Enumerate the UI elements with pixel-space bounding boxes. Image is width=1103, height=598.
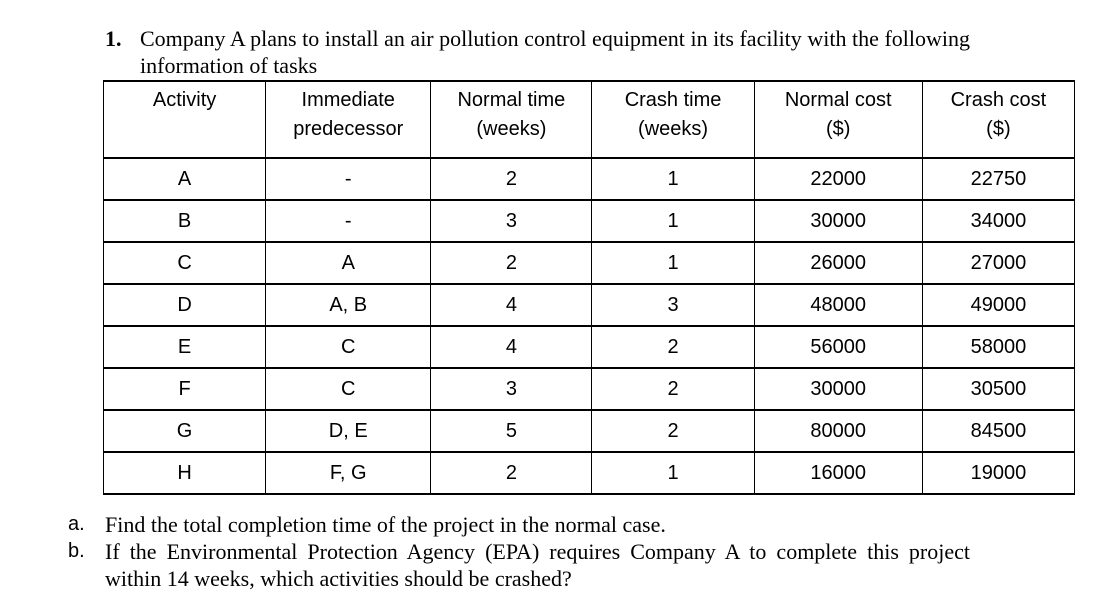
cell-predecessor: A, B (265, 283, 432, 327)
cell-crash-cost: 58000 (921, 325, 1076, 369)
question-list: a. Find the total completion time of the… (68, 511, 970, 592)
header-line: ($) (825, 118, 851, 140)
cell-normal-cost: 16000 (753, 451, 923, 495)
cell-normal-cost: 48000 (753, 283, 923, 327)
cell-activity: F (102, 367, 267, 411)
task-table-container: Activity Immediate predecessor Normal ti… (102, 80, 1076, 495)
cell-normal-time: 5 (430, 409, 593, 453)
cell-activity: D (102, 283, 267, 327)
cell-predecessor: C (265, 325, 432, 369)
header-line: Normal cost (784, 89, 892, 111)
column-header-crash-time: Crash time (weeks) (591, 80, 755, 159)
cell-crash-cost: 19000 (921, 451, 1076, 495)
cell-crash-cost: 84500 (921, 409, 1076, 453)
cell-normal-time: 2 (430, 157, 593, 201)
header-line: (weeks) (638, 118, 709, 140)
column-header-immediate-predecessor: Immediate predecessor (265, 80, 432, 159)
table-row: B - 3 1 30000 34000 (102, 199, 1076, 243)
cell-crash-time: 1 (591, 241, 755, 285)
cell-crash-cost: 49000 (921, 283, 1076, 327)
cell-normal-time: 4 (430, 325, 593, 369)
cell-activity: A (102, 157, 267, 201)
cell-crash-time: 2 (591, 325, 755, 369)
table-row: H F, G 2 1 16000 19000 (102, 451, 1076, 495)
cell-crash-cost: 30500 (921, 367, 1076, 411)
cell-normal-cost: 30000 (753, 199, 923, 243)
question-b-marker: b. (68, 540, 85, 562)
column-header-crash-cost: Crash cost ($) (921, 80, 1076, 159)
table-row: C A 2 1 26000 27000 (102, 241, 1076, 285)
problem-number: 1. (105, 26, 122, 51)
task-table: Activity Immediate predecessor Normal ti… (102, 80, 1076, 495)
cell-normal-time: 2 (430, 241, 593, 285)
question-b: b. If the Environmental Protection Agenc… (68, 538, 970, 592)
question-a-text: Find the total completion time of the pr… (105, 512, 666, 537)
cell-crash-time: 2 (591, 367, 755, 411)
cell-predecessor: A (265, 241, 432, 285)
cell-normal-time: 3 (430, 199, 593, 243)
cell-activity: E (102, 325, 267, 369)
cell-crash-time: 1 (591, 451, 755, 495)
cell-crash-cost: 27000 (921, 241, 1076, 285)
cell-activity: H (102, 451, 267, 495)
header-line: ($) (986, 118, 1011, 140)
question-a: a. Find the total completion time of the… (68, 511, 970, 538)
cell-activity: G (102, 409, 267, 453)
table-row: E C 4 2 56000 58000 (102, 325, 1076, 369)
header-line: predecessor (293, 118, 404, 140)
cell-crash-time: 1 (591, 199, 755, 243)
cell-predecessor: F, G (265, 451, 432, 495)
question-b-text: If the Environmental Protection Agency (… (105, 539, 970, 591)
table-row: A - 2 1 22000 22750 (102, 157, 1076, 201)
cell-predecessor: - (265, 199, 432, 243)
table-row: F C 3 2 30000 30500 (102, 367, 1076, 411)
cell-normal-cost: 22000 (753, 157, 923, 201)
cell-crash-cost: 22750 (921, 157, 1076, 201)
header-line: Crash cost (950, 89, 1047, 111)
cell-crash-cost: 34000 (921, 199, 1076, 243)
table-header-row: Activity Immediate predecessor Normal ti… (102, 80, 1076, 159)
cell-activity: C (102, 241, 267, 285)
header-line: Normal time (457, 89, 566, 111)
cell-crash-time: 2 (591, 409, 755, 453)
cell-predecessor: D, E (265, 409, 432, 453)
cell-normal-time: 2 (430, 451, 593, 495)
cell-crash-time: 1 (591, 157, 755, 201)
cell-normal-time: 3 (430, 367, 593, 411)
column-header-activity: Activity (102, 80, 267, 159)
column-header-normal-time: Normal time (weeks) (430, 80, 593, 159)
cell-predecessor: - (265, 157, 432, 201)
header-line: (weeks) (476, 118, 547, 140)
header-line: Activity (152, 89, 217, 111)
question-a-marker: a. (68, 513, 85, 535)
problem-text: Company A plans to install an air pollut… (140, 26, 970, 78)
cell-crash-time: 3 (591, 283, 755, 327)
header-line: Crash time (624, 89, 722, 111)
column-header-normal-cost: Normal cost ($) (753, 80, 923, 159)
cell-activity: B (102, 199, 267, 243)
table-row: D A, B 4 3 48000 49000 (102, 283, 1076, 327)
cell-normal-cost: 56000 (753, 325, 923, 369)
problem-heading: 1. Company A plans to install an air pol… (105, 25, 970, 79)
cell-normal-cost: 80000 (753, 409, 923, 453)
header-line: Immediate (301, 89, 395, 111)
cell-normal-cost: 30000 (753, 367, 923, 411)
cell-predecessor: C (265, 367, 432, 411)
cell-normal-cost: 26000 (753, 241, 923, 285)
table-row: G D, E 5 2 80000 84500 (102, 409, 1076, 453)
cell-normal-time: 4 (430, 283, 593, 327)
